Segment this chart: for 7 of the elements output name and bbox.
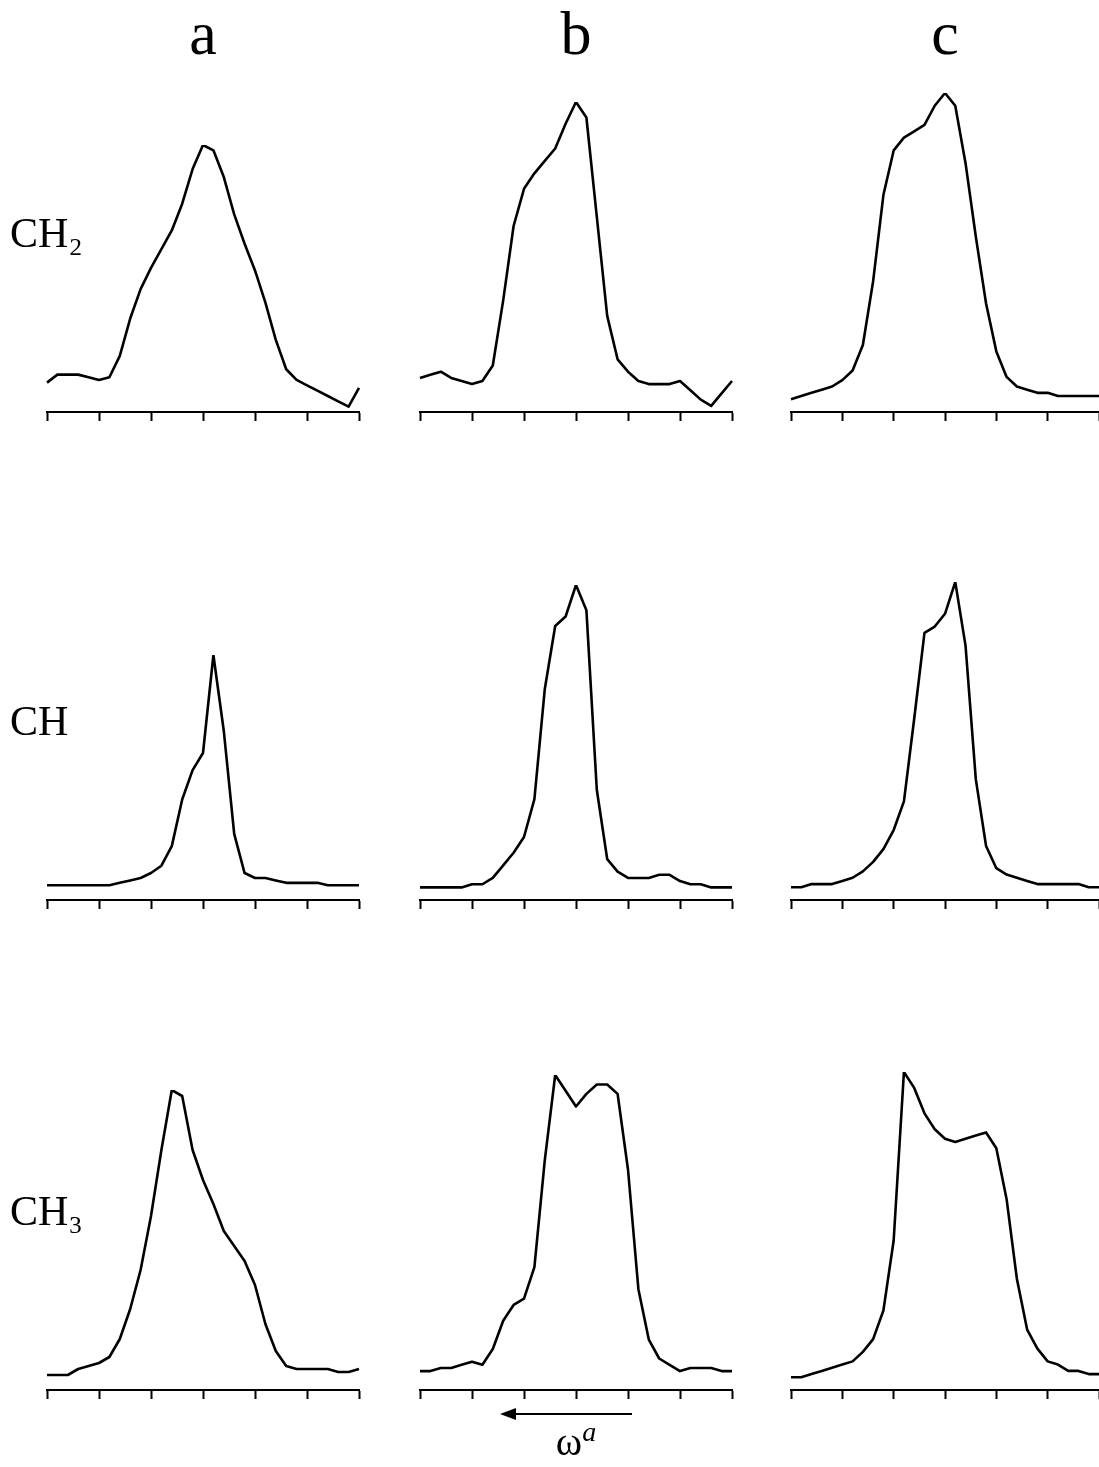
chart-title: a <box>188 0 218 67</box>
chart-title: b <box>559 0 593 67</box>
y-axis-title: CH₃ <box>10 1188 83 1234</box>
x-axis-title: ω$^{a}$ <box>554 1416 598 1465</box>
chart-title: c <box>930 0 960 67</box>
y-axis-title: CH₂ <box>10 210 83 256</box>
y-axis-title: CH <box>10 698 69 744</box>
